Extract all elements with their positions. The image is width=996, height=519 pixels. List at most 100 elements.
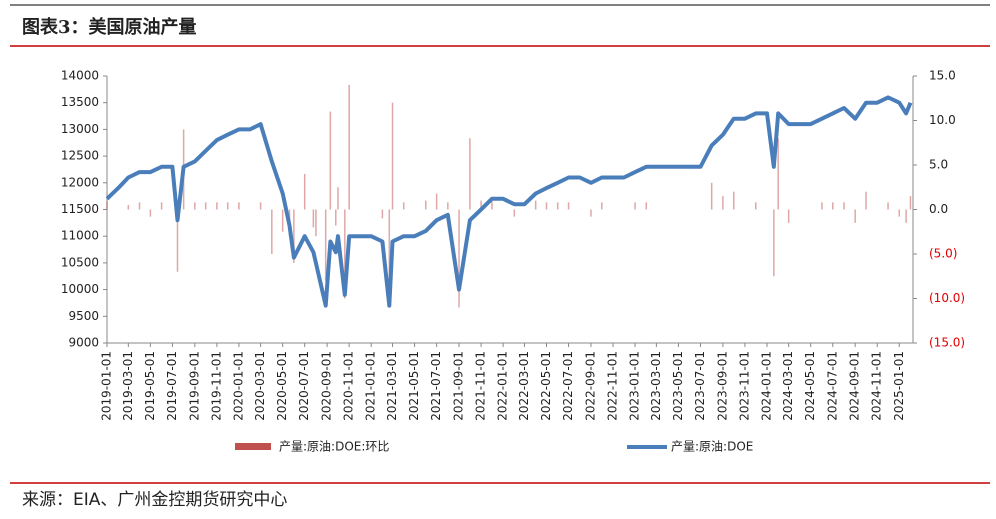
bar: [335, 209, 337, 226]
x-tick-label: 2019-01-01: [100, 351, 114, 421]
bar: [425, 200, 427, 210]
y2-tick-label: (15.0): [929, 336, 965, 350]
y-tick-label: 13500: [61, 95, 99, 109]
x-tick-label: 2021-05-01: [407, 351, 421, 421]
bar: [106, 201, 108, 210]
bar: [534, 200, 537, 210]
bar: [329, 111, 332, 210]
chart-title: 图表3：美国原油产量: [22, 16, 197, 38]
x-tick-label: 2021-01-01: [364, 351, 378, 421]
y2-tick-label: 0.0: [929, 202, 948, 216]
x-tick-label: 2021-07-01: [429, 351, 443, 421]
bar: [458, 209, 460, 308]
x-tick-label: 2024-05-01: [803, 351, 817, 421]
y-tick-label: 10500: [61, 255, 99, 269]
y2-tick-label: 15.0: [929, 69, 956, 83]
x-tick-label: 2023-11-01: [737, 351, 751, 421]
bar: [832, 202, 834, 210]
bar: [821, 202, 823, 210]
bar: [259, 202, 262, 210]
bar: [556, 202, 559, 210]
bar: [787, 209, 790, 223]
bar: [226, 202, 229, 210]
x-tick-label: 2020-01-01: [231, 351, 245, 421]
bar: [545, 202, 548, 210]
bar: [348, 84, 350, 210]
y-tick-label: 10000: [61, 282, 99, 296]
bar: [337, 187, 339, 210]
y-tick-label: 13000: [61, 122, 99, 136]
bar: [732, 191, 735, 210]
bar: [710, 182, 713, 210]
y-tick-label: 12500: [61, 149, 99, 163]
x-tick-label: 2019-09-01: [187, 351, 201, 421]
bar: [447, 202, 449, 210]
bar: [480, 200, 482, 210]
y2-tick-label: (10.0): [929, 291, 965, 305]
bar: [905, 209, 907, 223]
x-tick-label: 2021-09-01: [452, 351, 466, 421]
x-tick-label: 2023-01-01: [628, 351, 642, 421]
bar: [567, 202, 570, 210]
x-tick-label: 2022-05-01: [539, 351, 553, 421]
y-tick-label: 11500: [61, 202, 99, 216]
x-tick-label: 2020-03-01: [253, 351, 267, 421]
bar: [601, 202, 603, 210]
bar: [160, 202, 163, 210]
bar: [312, 209, 315, 228]
y2-tick-label: (5.0): [929, 247, 957, 261]
bar: [216, 202, 218, 210]
x-tick-label: 2022-03-01: [517, 351, 531, 421]
bar: [773, 209, 775, 277]
bar: [755, 202, 757, 210]
y2-tick-label: 5.0: [929, 158, 948, 172]
x-tick-label: 2024-07-01: [825, 351, 839, 421]
line: [105, 95, 913, 308]
bar: [513, 209, 516, 217]
x-tick-label: 2022-07-01: [561, 351, 575, 421]
y-tick-label: 9000: [68, 336, 99, 350]
y-tick-label: 12000: [61, 175, 99, 189]
bar: [344, 209, 346, 299]
bar: [887, 202, 889, 210]
bar: [469, 138, 471, 210]
bar: [898, 209, 901, 217]
legend-label: 产量:原油:DOE: [671, 440, 753, 454]
x-tick-label: 2023-09-01: [715, 351, 729, 421]
bar: [381, 209, 384, 219]
bar: [138, 202, 141, 210]
bar: [204, 202, 207, 210]
x-tick-label: 2023-05-01: [671, 351, 685, 421]
bar: [590, 209, 592, 217]
bar: [127, 205, 130, 210]
bar: [391, 102, 394, 210]
legend-label: 产量:原油:DOE:环比: [279, 440, 389, 454]
bar: [293, 209, 295, 263]
x-tick-label: 2020-05-01: [275, 351, 289, 421]
x-tick-label: 2022-11-01: [606, 351, 620, 421]
bar: [281, 209, 284, 232]
y-tick-label: 14000: [61, 69, 99, 83]
x-tick-label: 2020-07-01: [297, 351, 311, 421]
source: 来源：EIA、广州金控期货研究中心: [22, 490, 287, 510]
bar: [491, 200, 493, 210]
bar: [645, 202, 648, 210]
bar: [722, 196, 724, 210]
bar: [777, 138, 779, 210]
x-tick-label: 2021-11-01: [474, 351, 488, 421]
bar: [865, 191, 867, 210]
x-tick-label: 2022-09-01: [583, 351, 597, 421]
x-tick-label: 2021-03-01: [385, 351, 399, 421]
y2-tick-label: 10.0: [929, 113, 956, 127]
bar: [435, 193, 438, 210]
x-tick-label: 2024-09-01: [848, 351, 862, 421]
bar: [194, 202, 196, 210]
x-tick-label: 2023-07-01: [693, 351, 707, 421]
x-tick-label: 2019-11-01: [209, 351, 223, 421]
x-tick-label: 2020-09-01: [320, 351, 334, 421]
x-tick-label: 2024-01-01: [759, 351, 773, 421]
bar: [176, 209, 179, 272]
x-tick-label: 2024-11-01: [870, 351, 884, 421]
x-tick-label: 2020-11-01: [342, 351, 356, 421]
